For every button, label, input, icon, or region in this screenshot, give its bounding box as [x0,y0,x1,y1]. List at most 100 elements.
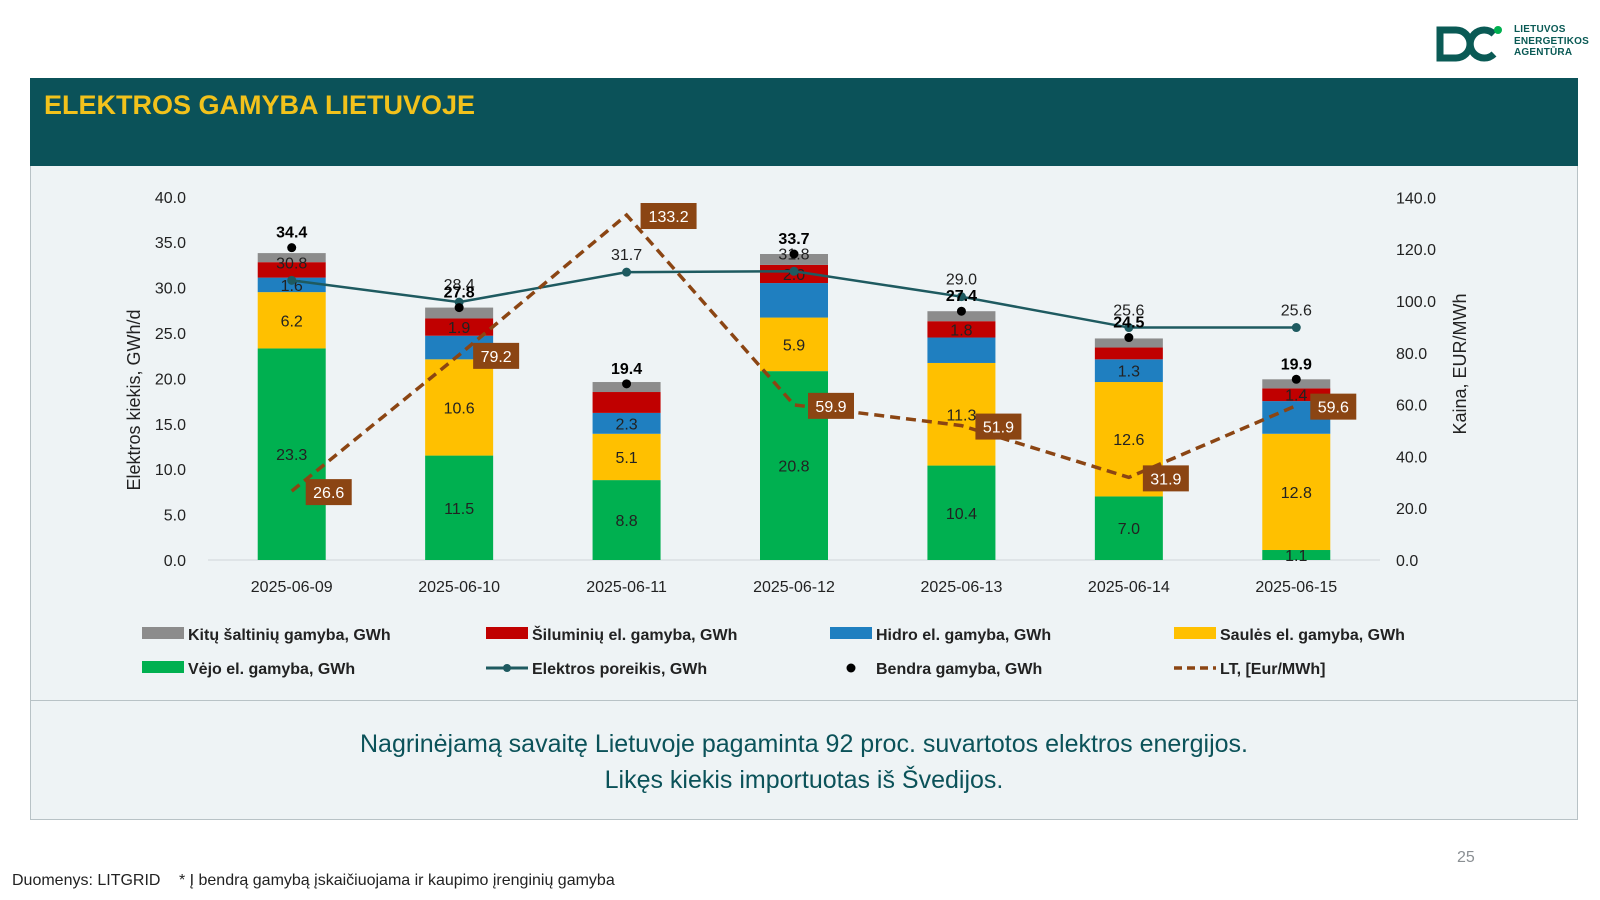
logo-line-3: AGENTŪRA [1514,47,1573,58]
price-label-box [808,392,854,419]
bar-segment [1262,550,1331,560]
legend-swatch [1174,627,1216,639]
total-label: 33.7 [778,231,809,248]
legend-label: LT, [Eur/MWh] [1220,661,1325,678]
summary-line-2: Likęs kiekis importuotas iš Švedijos. [604,766,1004,794]
x-tick-label: 2025-06-14 [1088,579,1170,596]
x-tick-label: 2025-06-11 [586,579,667,596]
logo-line-1: LIETUVOS [1514,24,1566,35]
price-label: 133.2 [649,209,689,226]
bar-segment-label: 7.0 [1118,521,1140,538]
demand-label: 28.4 [444,277,475,294]
bar-segment [760,317,828,372]
bar-segment-label: 5.9 [783,337,805,354]
bar-segment [1262,379,1331,389]
bar-segment-label: 10.4 [946,506,977,523]
y-right-tick-label: 20.0 [1396,501,1427,518]
bar-segment [1094,338,1163,348]
bar-segment [257,348,326,560]
bar-segment [425,318,494,336]
price-label: 51.9 [983,420,1014,437]
demand-label: 25.6 [1113,303,1144,320]
y-left-tick-label: 15.0 [155,417,186,434]
total-point [1124,333,1134,343]
production-chart: 0.0 5.0 10.0 15.0 20.0 25.0 30.0 35.0 40.0 0.0 20.… [124,190,1470,678]
bar-segment [927,337,996,363]
bar-segment [257,262,326,278]
bar-segment [1094,359,1163,383]
logo: LIETUVOS ENERGETIKOS AGENTŪRA [1436,22,1589,66]
bar-segment-label: 6.2 [281,313,303,330]
total-point [287,243,297,253]
bar-segment [425,307,494,319]
y-right-tick-label: 80.0 [1396,346,1427,363]
bar-segment-label: 1.3 [1118,364,1140,381]
y-right-tick-label: 0.0 [1396,553,1418,570]
footer: Duomenys: LITGRID * Į bendrą gamybą įska… [12,872,629,890]
bar-segment [927,321,996,338]
legend-label: Bendra gamyba, GWh [876,661,1042,678]
legend-swatch [830,627,872,639]
y-left-axis-title: Elektros kiekis, GWh/d [124,309,144,490]
x-tick-label: 2025-06-12 [753,579,835,596]
demand-label: 25.6 [1281,303,1312,320]
legend-label: Kitų šaltinių gamyba, GWh [188,627,391,644]
total-point [454,303,464,313]
y-left-tick-label: 35.0 [155,235,186,252]
demand-point [789,266,799,276]
page-title: ELEKTROS GAMYBA LIETUVOJE [44,90,476,120]
bar-segment [257,292,326,349]
demand-point [956,292,966,302]
legend-label: Hidro el. gamyba, GWh [876,627,1051,644]
x-tick-label: 2025-06-09 [251,579,333,596]
demand-point [1124,323,1134,333]
x-tick-label: 2025-06-15 [1255,579,1337,596]
bar-segment [592,433,661,481]
x-tick-label: 2025-06-10 [418,579,500,596]
price-line [290,212,1297,493]
bar-segment [1094,347,1163,360]
y-left-tick-label: 0.0 [164,553,186,570]
divider [30,700,1578,701]
bar-segment-label: 11.3 [946,407,976,424]
bar-segment-label: 10.6 [444,400,475,417]
bar-segment [927,311,996,322]
y-right-tick-label: 120.0 [1396,242,1436,259]
logo-icon [1436,26,1502,62]
y-right-axis-title: Kaina, EUR/MWh [1450,293,1470,434]
bar-segment-label: 1.8 [950,322,972,339]
y-left-tick-label: 10.0 [155,462,186,479]
legend-swatch [846,663,856,673]
y-left-tick-label: 40.0 [155,190,186,207]
total-label: 24.5 [1113,315,1144,332]
y-right-tick-label: 140.0 [1396,190,1436,207]
price-label: 26.6 [313,485,344,502]
bar-segment [592,392,661,413]
bar-segment [1262,433,1331,551]
summary-line-1: Nagrinėjamą savaitę Lietuvoje pagaminta … [360,730,1248,758]
bar-segment-label: 1.9 [448,320,470,337]
total-point [789,249,799,259]
y-right-tick-label: 100.0 [1396,294,1436,311]
y-left-tick-label: 5.0 [164,508,186,525]
price-label-box [975,413,1022,440]
bar-segment [425,455,494,560]
page-number: 25 [1457,849,1475,866]
total-label: 19.9 [1281,356,1312,373]
y-left-tick-label: 20.0 [155,371,186,388]
bar-segment-label: 8.8 [615,513,637,530]
legend-swatch [142,627,184,639]
bar-segment-label: 1.1 [1285,548,1307,565]
demand-label: 29.0 [946,272,977,289]
demand-point [1291,323,1301,333]
bar-segment [760,254,828,265]
bar-segment [760,283,828,318]
bar-segment [257,253,326,263]
legend-swatch [503,664,511,672]
demand-point [287,275,297,285]
price-label: 59.6 [1318,400,1349,417]
x-tick-label: 2025-06-13 [921,579,1003,596]
price-label-box [1142,465,1189,492]
bar-segment-label: 12.8 [1281,485,1312,502]
price-label-box [473,342,520,369]
